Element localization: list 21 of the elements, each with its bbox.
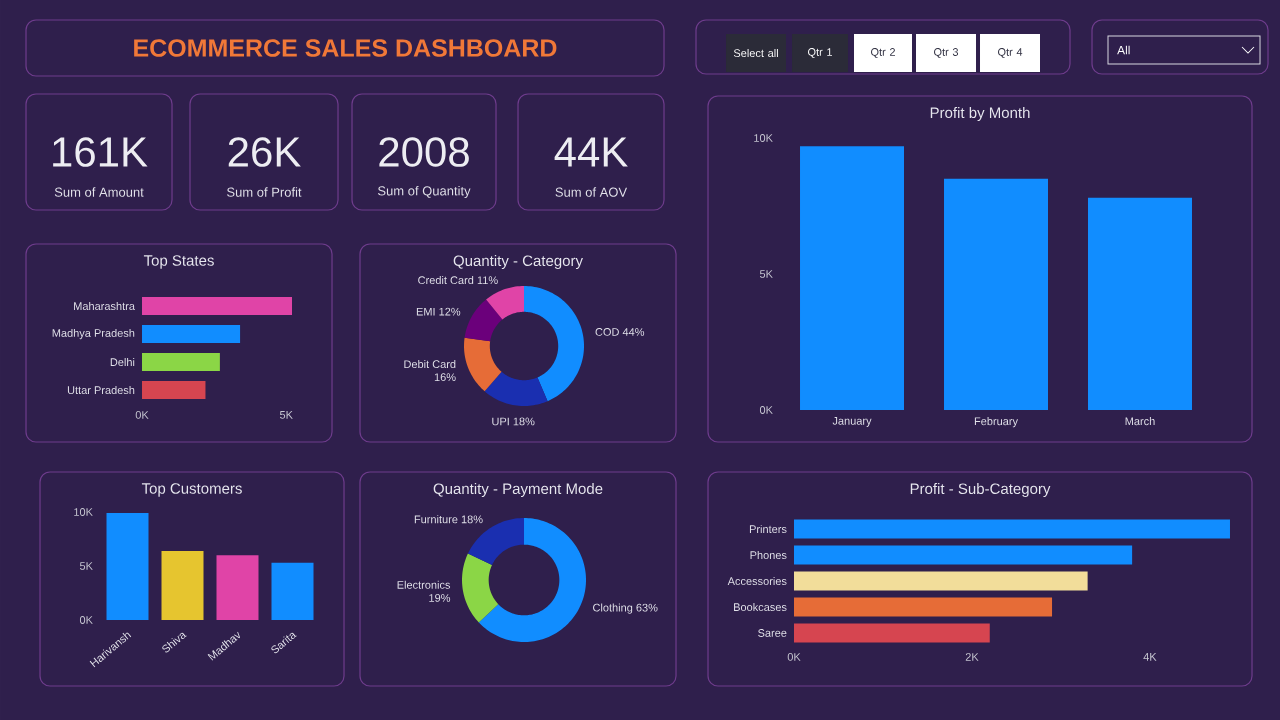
text: ECOMMERCE SALES DASHBOARD [134, 39, 557, 57]
bar [106, 513, 149, 620]
text: 161K [53, 137, 148, 167]
bar [1088, 197, 1192, 410]
bar [216, 555, 259, 620]
text: 44K [554, 137, 628, 167]
bar [794, 571, 1088, 591]
bar [271, 562, 314, 620]
bar [794, 623, 990, 643]
bar [142, 325, 241, 343]
text: 2008 [379, 137, 469, 167]
bar [161, 550, 204, 620]
bar [794, 597, 1053, 617]
bar [794, 545, 1133, 565]
bar [944, 178, 1048, 410]
text: 26K [228, 137, 301, 167]
bar [142, 381, 206, 399]
bar [142, 297, 292, 315]
bar [142, 353, 220, 372]
bar [800, 146, 905, 410]
bar [794, 519, 1230, 539]
